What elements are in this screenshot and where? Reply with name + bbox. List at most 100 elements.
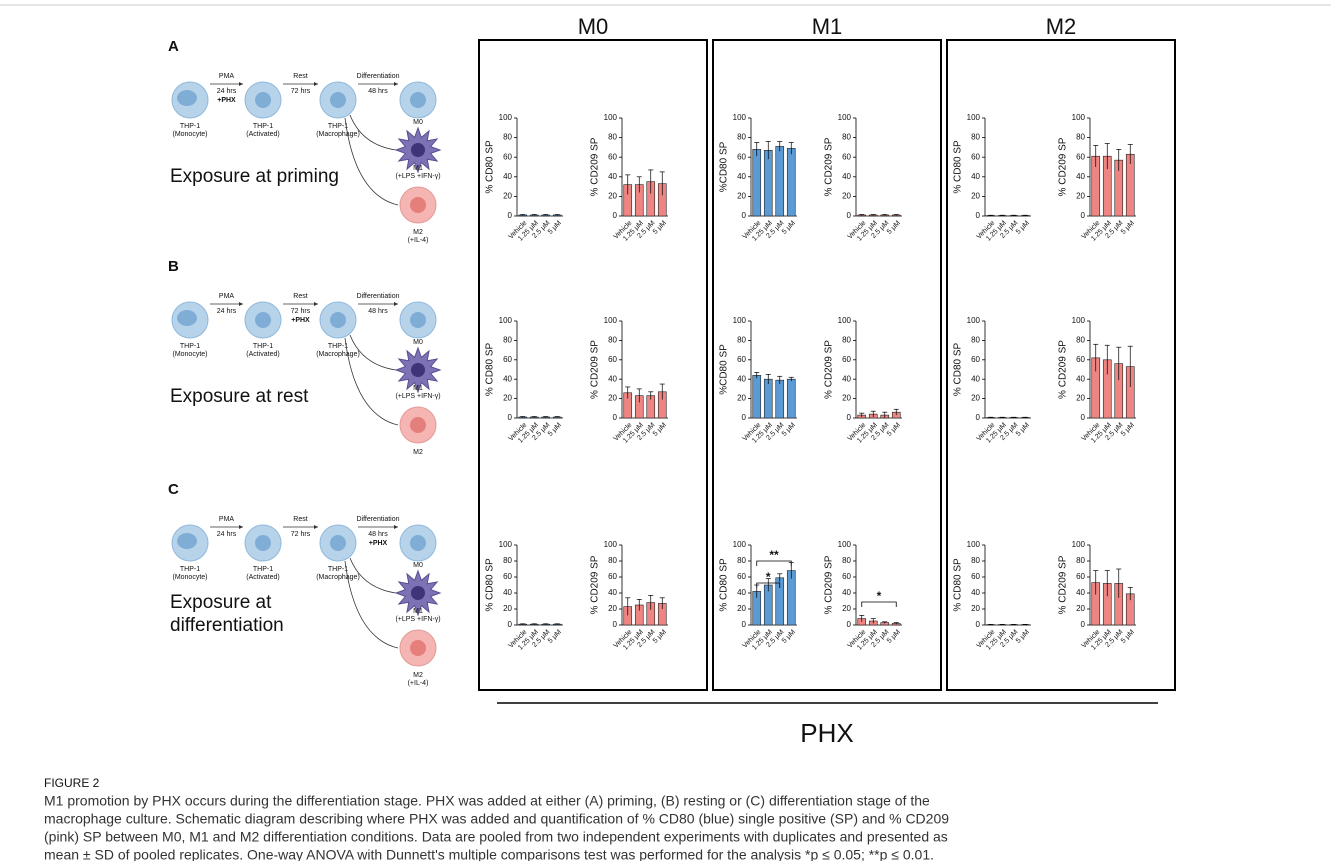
cell-nucleus bbox=[330, 312, 346, 328]
arrow-head bbox=[314, 302, 318, 306]
y-tick-label: 40 bbox=[971, 588, 980, 597]
step-time: 72 hrs bbox=[291, 88, 311, 95]
x-tick-label: 5 μM bbox=[547, 629, 563, 645]
bar bbox=[787, 148, 795, 216]
y-tick-label: 40 bbox=[503, 588, 512, 597]
x-tick-label: 5 μM bbox=[652, 220, 668, 236]
bar bbox=[776, 146, 784, 216]
y-tick-label: 60 bbox=[737, 355, 746, 364]
y-axis-label: %CD80 SP bbox=[719, 344, 730, 395]
y-tick-label: 0 bbox=[1081, 413, 1086, 422]
y-tick-label: 100 bbox=[1072, 113, 1086, 122]
y-tick-label: 60 bbox=[608, 572, 617, 581]
y-tick-label: 20 bbox=[737, 394, 746, 403]
step-time: 72 hrs bbox=[291, 308, 311, 315]
y-tick-label: 80 bbox=[737, 133, 746, 142]
y-tick-label: 0 bbox=[742, 620, 747, 629]
y-tick-label: 60 bbox=[737, 572, 746, 581]
y-tick-label: 20 bbox=[971, 394, 980, 403]
cell-label: THP-1 bbox=[328, 123, 348, 130]
y-tick-label: 80 bbox=[503, 133, 512, 142]
cell-nucleus bbox=[411, 143, 425, 157]
bar bbox=[753, 149, 761, 216]
y-tick-label: 40 bbox=[1076, 172, 1085, 181]
y-tick-label: 40 bbox=[608, 374, 617, 383]
figure: M0 M1 M2 PHX FIGURE 2 M1 promotion by PH… bbox=[0, 0, 1331, 861]
y-tick-label: 100 bbox=[733, 540, 747, 549]
step-time: 48 hrs bbox=[368, 88, 388, 95]
y-tick-label: 0 bbox=[613, 413, 618, 422]
cell-label: THP-1 bbox=[253, 566, 273, 573]
arrow-head bbox=[314, 82, 318, 86]
significance-label: * bbox=[766, 570, 771, 584]
y-tick-label: 80 bbox=[1076, 336, 1085, 345]
figure-label: FIGURE 2 bbox=[44, 776, 100, 790]
y-tick-label: 20 bbox=[737, 192, 746, 201]
y-tick-label: 100 bbox=[733, 113, 747, 122]
y-tick-label: 20 bbox=[971, 604, 980, 613]
y-tick-label: 40 bbox=[1076, 374, 1085, 383]
y-tick-label: 40 bbox=[1076, 588, 1085, 597]
exposure-label: Exposure at priming bbox=[170, 166, 339, 187]
y-tick-label: 100 bbox=[604, 540, 618, 549]
y-tick-label: 40 bbox=[971, 172, 980, 181]
x-tick-label: 5 μM bbox=[1015, 422, 1031, 438]
cell-label: THP-1 bbox=[328, 343, 348, 350]
arrow-head bbox=[394, 302, 398, 306]
y-tick-label: 100 bbox=[838, 113, 852, 122]
x-tick-label: 5 μM bbox=[652, 422, 668, 438]
cell-nucleus bbox=[410, 535, 426, 551]
y-tick-label: 40 bbox=[842, 172, 851, 181]
cell-label: THP-1 bbox=[328, 566, 348, 573]
y-tick-label: 0 bbox=[742, 211, 747, 220]
outcome-label: (+IL-4) bbox=[408, 680, 429, 687]
x-tick-label: 5 μM bbox=[547, 220, 563, 236]
cell-label: (Macrophage) bbox=[316, 574, 360, 581]
arrow-head bbox=[239, 525, 243, 529]
cell-nucleus bbox=[177, 310, 197, 326]
outcome-label: (+LPS +IFN-γ) bbox=[395, 393, 440, 400]
step-time: 24 hrs bbox=[217, 308, 237, 315]
y-tick-label: 0 bbox=[847, 413, 852, 422]
y-axis-label: % CD80 SP bbox=[953, 342, 964, 396]
step-agent: PMA bbox=[219, 516, 235, 523]
cell-nucleus bbox=[411, 586, 425, 600]
x-tick-label: 5 μM bbox=[886, 422, 902, 438]
outcome-label: M2 bbox=[413, 449, 423, 456]
y-tick-label: 60 bbox=[842, 152, 851, 161]
x-tick-label: 5 μM bbox=[1120, 220, 1136, 236]
cell-label: (Monocyte) bbox=[172, 131, 207, 138]
x-tick-label: 5 μM bbox=[781, 629, 797, 645]
y-tick-label: 100 bbox=[967, 316, 981, 325]
cell-label: (Activated) bbox=[246, 351, 279, 358]
cell-nucleus bbox=[330, 535, 346, 551]
y-tick-label: 20 bbox=[1076, 394, 1085, 403]
bar bbox=[764, 379, 772, 418]
cell-label: (Monocyte) bbox=[172, 351, 207, 358]
x-tick-label: 5 μM bbox=[886, 629, 902, 645]
y-tick-label: 20 bbox=[1076, 604, 1085, 613]
header: M0 bbox=[578, 14, 609, 39]
arrow-head bbox=[239, 302, 243, 306]
cell-nucleus bbox=[410, 197, 426, 213]
x-tick-label: 5 μM bbox=[652, 629, 668, 645]
y-tick-label: 80 bbox=[971, 336, 980, 345]
outcome-label: M0 bbox=[413, 562, 423, 569]
y-tick-label: 0 bbox=[847, 211, 852, 220]
cell-nucleus bbox=[411, 363, 425, 377]
y-tick-label: 60 bbox=[503, 355, 512, 364]
x-tick-label: 5 μM bbox=[781, 220, 797, 236]
y-tick-label: 0 bbox=[508, 211, 513, 220]
y-tick-label: 60 bbox=[608, 355, 617, 364]
y-tick-label: 80 bbox=[1076, 556, 1085, 565]
y-axis-label: % CD209 SP bbox=[824, 555, 835, 614]
step-agent: Differentiation bbox=[356, 516, 399, 523]
outcome-label: M2 bbox=[413, 229, 423, 236]
y-tick-label: 0 bbox=[847, 620, 852, 629]
y-axis-label: % CD209 SP bbox=[1058, 137, 1069, 196]
y-tick-label: 60 bbox=[1076, 572, 1085, 581]
step-time: 48 hrs bbox=[368, 531, 388, 538]
step-note: +PHX bbox=[369, 540, 388, 547]
y-tick-label: 80 bbox=[503, 556, 512, 565]
y-tick-label: 60 bbox=[971, 572, 980, 581]
